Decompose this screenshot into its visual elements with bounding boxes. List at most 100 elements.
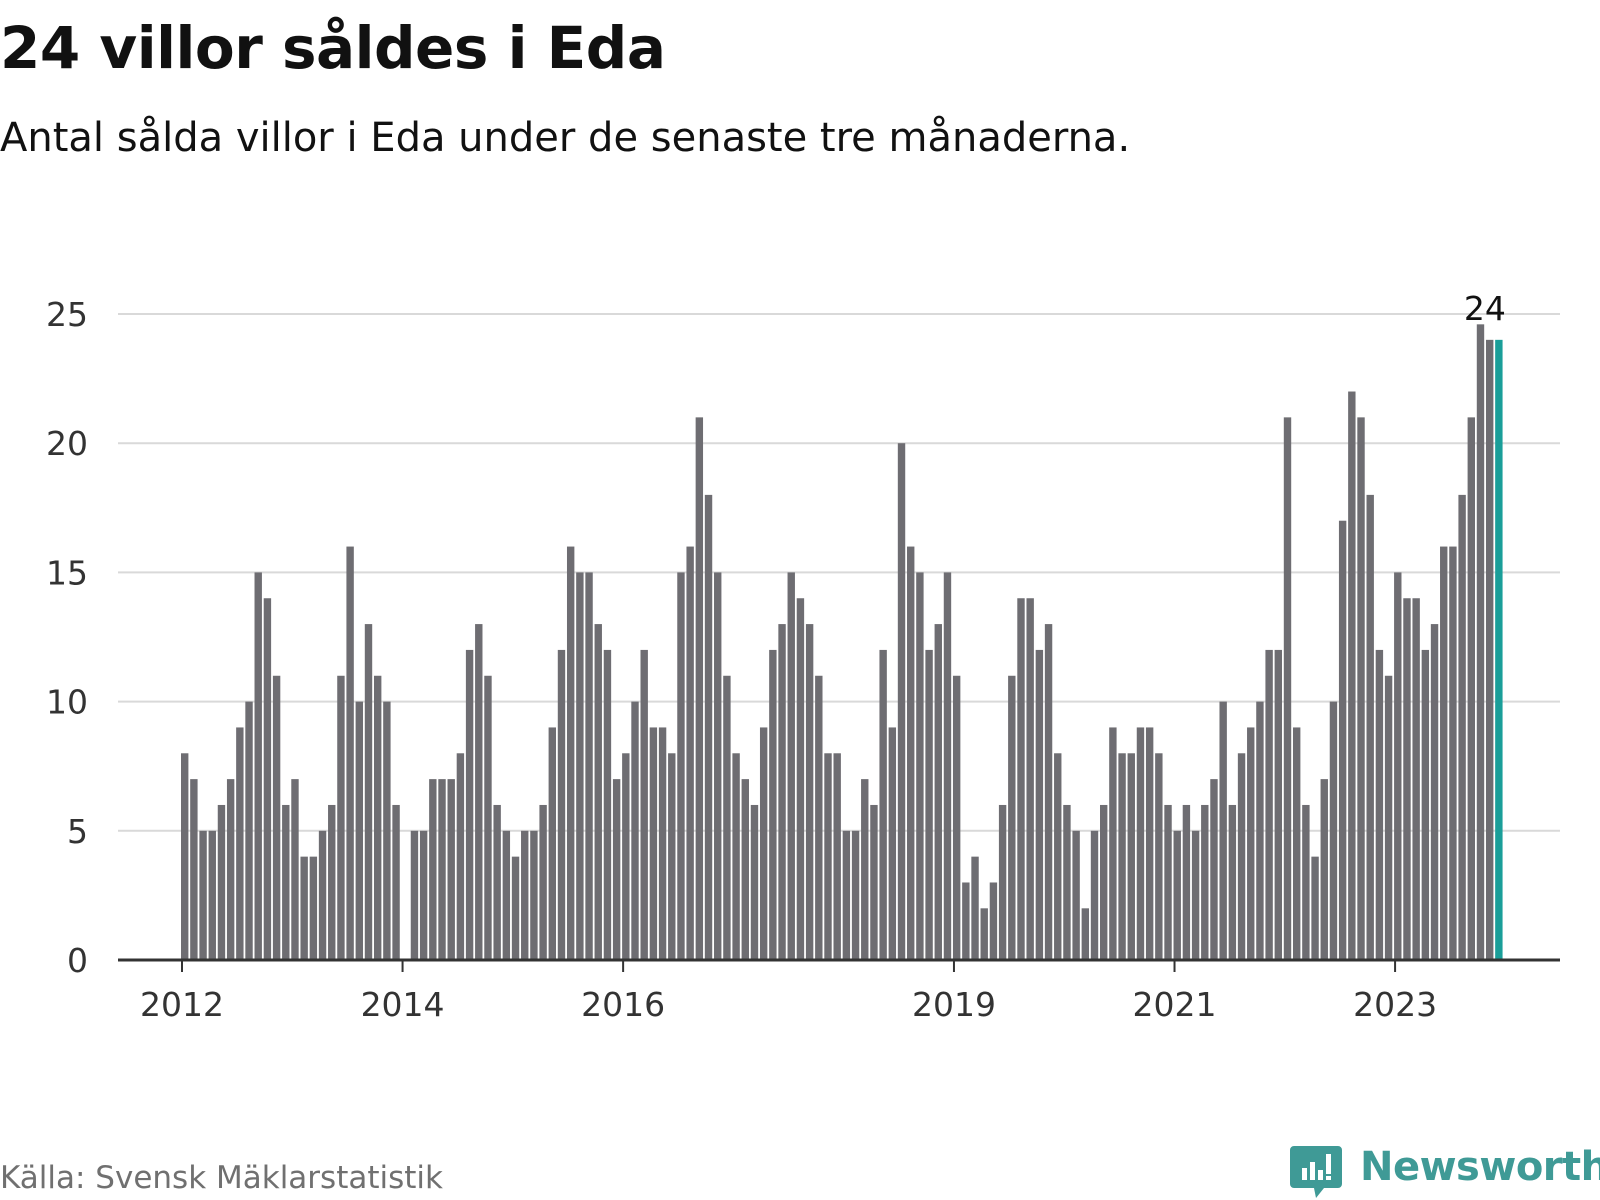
bar	[833, 753, 841, 960]
bar	[870, 804, 878, 960]
bar	[1081, 908, 1090, 960]
bar	[1265, 649, 1273, 960]
bar	[199, 830, 207, 960]
bar	[805, 624, 814, 960]
bar	[622, 753, 630, 960]
bar-chart: 0 5 10 15 20 25 2012 2014 2016 2019 2021 2023 24	[46, 289, 1560, 1024]
bar	[282, 804, 290, 960]
bar	[741, 779, 749, 960]
bar	[521, 830, 529, 960]
last-value-label: 24	[1464, 289, 1506, 328]
bar	[1467, 417, 1475, 960]
bar	[879, 649, 887, 960]
bar	[1072, 830, 1080, 960]
bar	[447, 779, 455, 960]
bar	[1164, 804, 1172, 960]
y-tick-label: 10	[46, 683, 88, 722]
bar	[1440, 546, 1448, 960]
bar	[539, 804, 547, 960]
bar	[787, 572, 795, 960]
bar	[236, 727, 244, 960]
bar	[1017, 598, 1025, 960]
bar	[309, 856, 318, 960]
bar	[1329, 701, 1338, 960]
bar	[723, 675, 731, 960]
bar	[842, 830, 851, 960]
bar	[1366, 494, 1374, 960]
bar	[759, 727, 768, 960]
bar	[1476, 324, 1485, 960]
bar	[566, 546, 575, 960]
bar	[1210, 779, 1218, 960]
bar	[1247, 727, 1255, 960]
bar	[815, 675, 823, 960]
bar	[1044, 624, 1053, 960]
bar	[1449, 546, 1457, 960]
bar	[475, 624, 483, 960]
newsworthy-logo-icon	[1290, 1146, 1342, 1198]
bar	[934, 624, 942, 960]
bar	[704, 494, 713, 960]
bar	[1201, 804, 1209, 960]
bar	[272, 675, 281, 960]
x-tick-label: 2012	[140, 985, 224, 1024]
bar	[1219, 701, 1227, 960]
bars	[181, 324, 1503, 961]
bar	[1283, 417, 1292, 960]
bar	[1485, 339, 1494, 961]
bar	[1182, 804, 1191, 960]
bar	[732, 753, 740, 960]
bar	[456, 753, 465, 960]
y-axis-ticks: 0 5 10 15 20 25	[46, 295, 88, 980]
bar	[328, 804, 336, 960]
bar	[1191, 830, 1200, 960]
y-tick-label: 0	[67, 941, 88, 980]
y-tick-label: 25	[46, 295, 88, 334]
bar	[980, 908, 988, 960]
bar	[1430, 624, 1439, 960]
bar	[1026, 598, 1034, 960]
bar	[1375, 649, 1384, 960]
bar	[208, 830, 216, 960]
bar	[1357, 417, 1365, 960]
bar	[1412, 598, 1420, 960]
bar	[851, 830, 860, 960]
y-tick-label: 5	[67, 812, 88, 851]
bar	[263, 598, 272, 960]
bar	[998, 804, 1007, 960]
bar	[1109, 727, 1117, 960]
bar	[300, 856, 308, 960]
bar	[419, 830, 428, 960]
bar	[1237, 753, 1246, 960]
bar	[1421, 649, 1430, 960]
x-tick-label: 2023	[1353, 985, 1437, 1024]
bar	[548, 727, 556, 960]
bar	[1320, 779, 1328, 960]
source-note: Källa: Svensk Mäklarstatistik	[0, 1160, 443, 1196]
bar	[769, 649, 777, 960]
bar	[594, 624, 602, 960]
bar	[1145, 727, 1154, 960]
bar	[1338, 520, 1347, 960]
bar	[649, 727, 658, 960]
bar	[1090, 830, 1099, 960]
bar	[465, 649, 474, 960]
bar	[346, 546, 354, 960]
bar	[1100, 804, 1108, 960]
bar	[1173, 830, 1181, 960]
bar	[355, 701, 364, 960]
brand-logo: Newsworthy	[1290, 1140, 1600, 1200]
bar	[907, 546, 915, 960]
bar	[245, 701, 253, 960]
x-tick-label: 2019	[912, 985, 996, 1024]
bar	[1063, 804, 1071, 960]
bar	[1384, 675, 1393, 960]
x-tick-label: 2016	[581, 985, 665, 1024]
data-labels: 24	[1464, 289, 1506, 328]
bar	[989, 882, 998, 960]
bar	[1274, 649, 1283, 960]
bar	[1292, 727, 1301, 960]
bar	[943, 572, 952, 960]
bar	[778, 624, 786, 960]
bar	[897, 443, 906, 960]
